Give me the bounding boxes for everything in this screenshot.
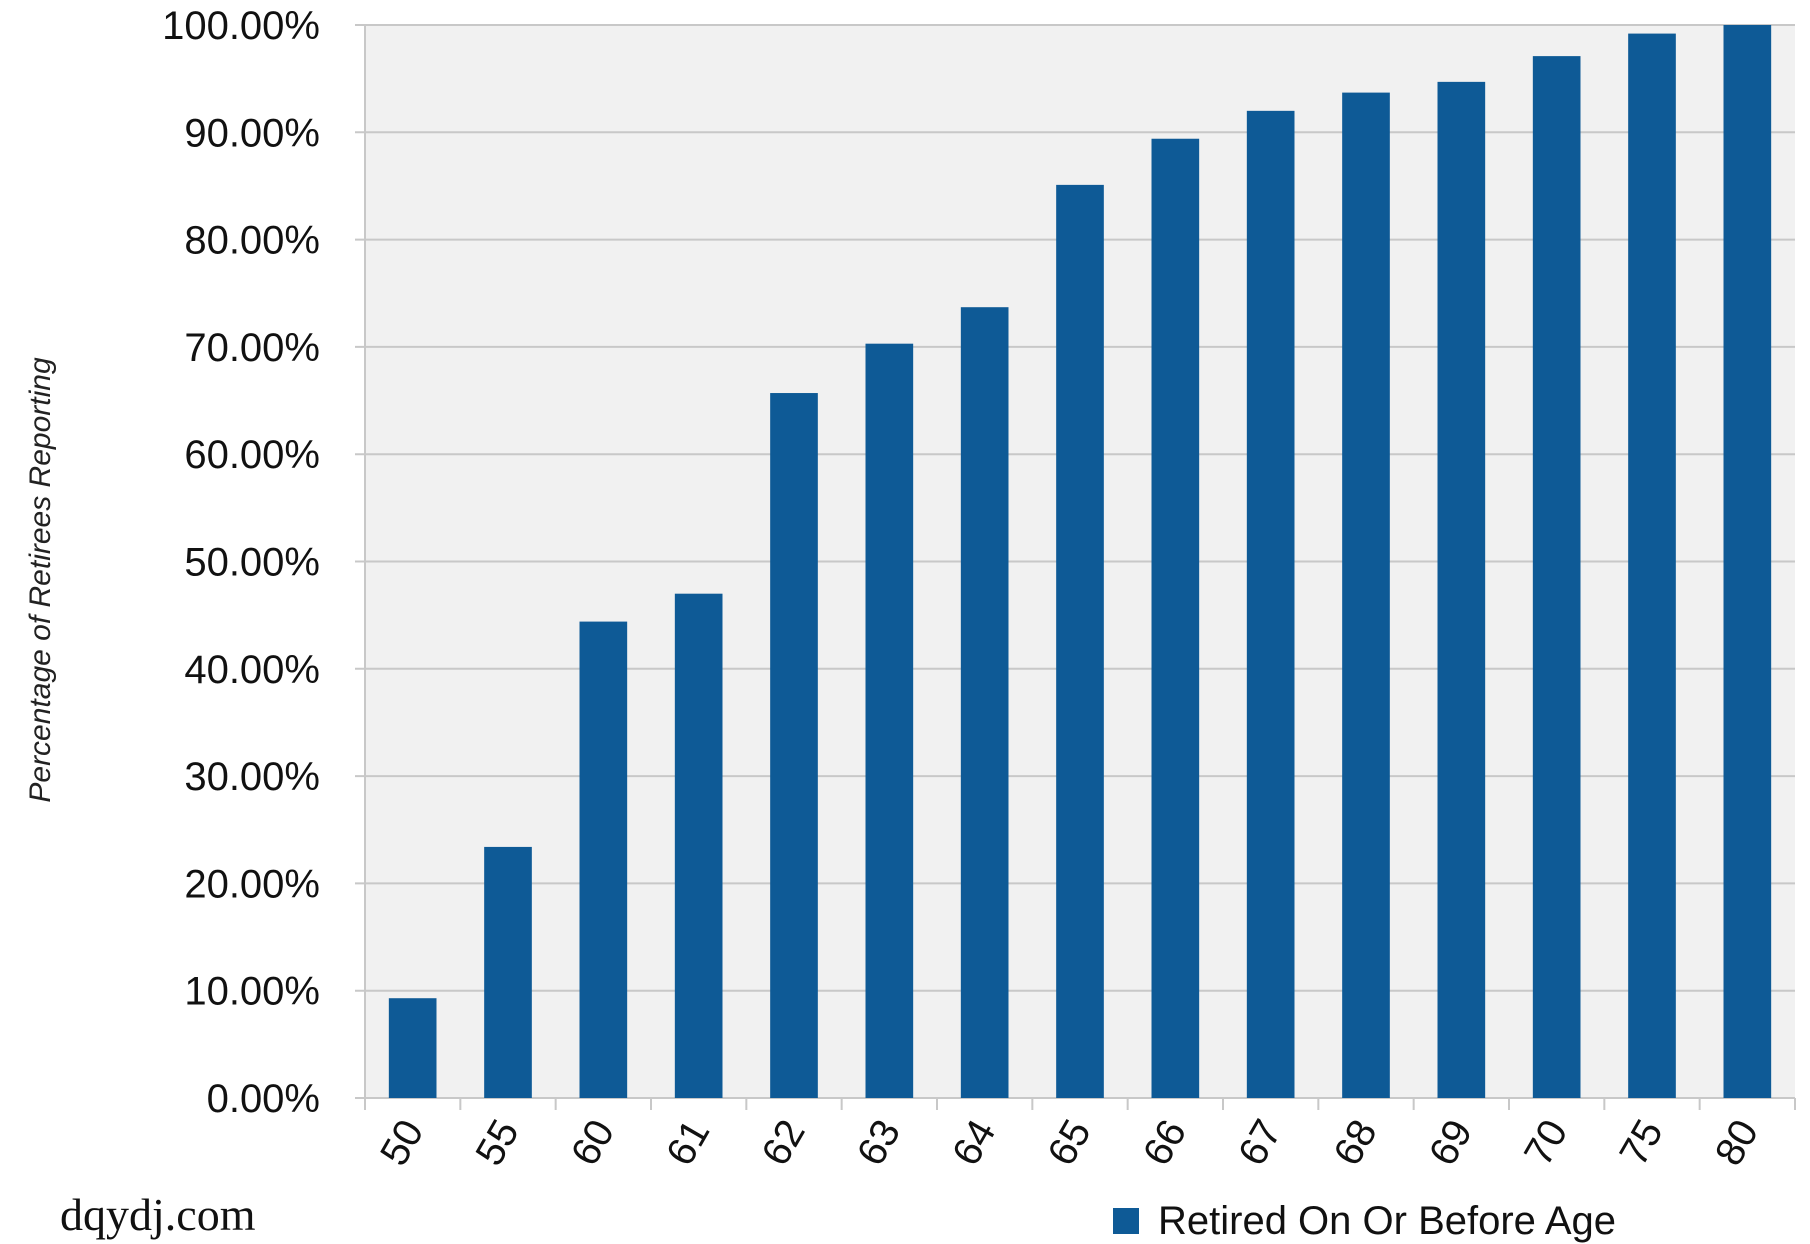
watermark: dqydj.com [60,1189,256,1240]
y-tick-label: 70.00% [184,326,320,370]
x-tick-label: 67 [1230,1113,1290,1174]
x-tick-label: 69 [1421,1113,1481,1174]
y-tick-label: 20.00% [184,862,320,906]
bar-80 [1723,25,1772,1098]
legend-swatch [1113,1208,1139,1234]
y-tick-label: 90.00% [184,111,320,155]
y-tick-label: 30.00% [184,755,320,799]
y-tick-label: 60.00% [184,433,320,477]
x-tick-label: 62 [753,1113,813,1174]
x-tick-label: 63 [849,1113,909,1174]
bar-60 [579,621,628,1098]
y-tick-label: 10.00% [184,970,320,1014]
x-tick-label: 68 [1325,1113,1385,1174]
x-tick-label: 75 [1611,1113,1671,1174]
bar-61 [674,593,723,1098]
bar-63 [865,343,914,1098]
bar-65 [1056,184,1104,1098]
y-axis-ticks: 0.00% 10.00% 20.00% 30.00% 40.00% 50.00% 60.00… [162,4,320,1121]
y-axis-title: Percentage of Retirees Reporting [24,357,57,803]
bar-70 [1532,56,1581,1099]
x-tick-label: 61 [658,1113,718,1174]
bars [388,25,1772,1099]
legend: Retired On Or Before Age [1113,1199,1616,1243]
legend-label: Retired On Or Before Age [1158,1199,1616,1243]
x-axis-ticks: 50 55 60 61 62 63 64 65 66 67 68 69 70 75 80 [364,1098,1796,1174]
x-tick-label: 65 [1039,1113,1099,1174]
bar-75 [1628,33,1676,1099]
x-tick-label: 55 [467,1113,527,1174]
bar-66 [1151,138,1200,1098]
bar-69 [1437,81,1486,1098]
y-tick-label: 40.00% [184,648,320,692]
y-tick-label: 100.00% [162,4,320,48]
x-tick-label: 80 [1707,1113,1767,1174]
bar-50 [388,998,437,1098]
bar-64 [960,307,1009,1099]
x-tick-label: 64 [944,1113,1004,1174]
x-tick-label: 66 [1135,1113,1195,1174]
y-tick-label: 80.00% [184,219,320,263]
bar-62 [770,393,818,1098]
x-tick-label: 50 [372,1113,432,1174]
x-tick-label: 60 [563,1113,623,1174]
x-tick-label: 70 [1516,1113,1576,1174]
y-tick-label: 0.00% [207,1077,320,1121]
y-tick-label: 50.00% [184,541,320,585]
bar-67 [1246,110,1295,1099]
bar-68 [1342,92,1390,1098]
bar-55 [484,846,532,1098]
